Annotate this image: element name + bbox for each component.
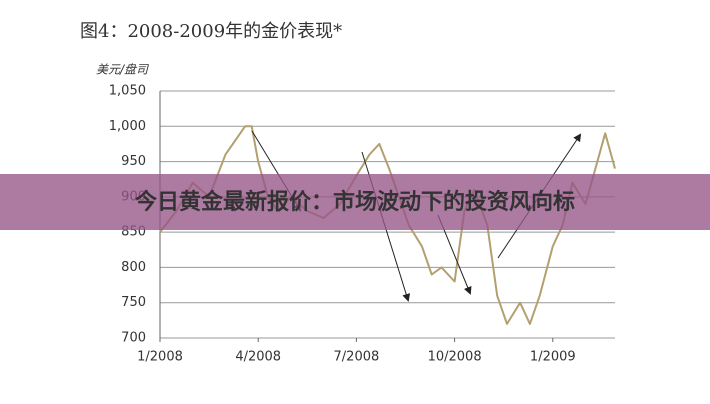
chart-title: 图4：2008-2009年的金价表现* [80, 21, 342, 42]
y-tick-label: 750 [121, 295, 146, 310]
x-tick-label: 4/2008 [235, 350, 281, 365]
y-tick-label: 700 [121, 331, 146, 346]
y-tick-label: 800 [121, 260, 146, 275]
x-tick-label: 7/2008 [334, 350, 380, 365]
y-tick-label: 950 [121, 154, 146, 169]
y-tick-label: 1,000 [109, 119, 146, 134]
banner [0, 174, 710, 230]
y-tick-label: 1,050 [109, 84, 146, 99]
x-tick-label: 10/2008 [428, 350, 482, 365]
banner-text: 今日黄金最新报价：市场波动下的投资风向标 [135, 189, 575, 215]
x-tick-label: 1/2009 [530, 350, 576, 365]
y-axis-label: 美元/盘司 [96, 63, 149, 77]
x-tick-label: 1/2008 [137, 350, 183, 365]
